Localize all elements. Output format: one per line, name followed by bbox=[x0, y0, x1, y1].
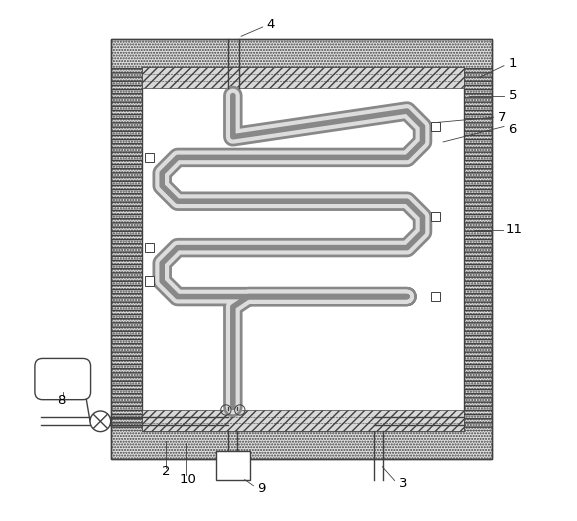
Text: 8: 8 bbox=[58, 394, 66, 407]
Text: 3: 3 bbox=[399, 477, 407, 490]
Text: 7: 7 bbox=[498, 110, 507, 123]
Bar bbox=[141, 410, 464, 430]
Bar bbox=[111, 39, 492, 459]
FancyBboxPatch shape bbox=[35, 358, 91, 400]
Bar bbox=[216, 451, 250, 479]
Bar bbox=[145, 153, 154, 162]
Bar bbox=[145, 243, 154, 252]
Bar bbox=[141, 67, 464, 88]
Bar bbox=[111, 67, 141, 430]
Bar bbox=[431, 292, 440, 301]
Bar bbox=[141, 67, 464, 430]
Bar bbox=[145, 277, 154, 286]
Bar bbox=[431, 212, 440, 221]
Text: 6: 6 bbox=[508, 122, 517, 135]
Text: 11: 11 bbox=[506, 223, 523, 236]
Circle shape bbox=[90, 411, 111, 431]
Bar bbox=[464, 67, 492, 430]
Text: 4: 4 bbox=[266, 18, 275, 31]
Text: 10: 10 bbox=[179, 473, 196, 486]
Text: 9: 9 bbox=[257, 482, 266, 495]
Text: 5: 5 bbox=[508, 89, 517, 102]
Text: 1: 1 bbox=[508, 57, 517, 70]
Text: 2: 2 bbox=[162, 465, 170, 478]
Bar bbox=[431, 122, 440, 131]
Bar bbox=[111, 39, 492, 459]
